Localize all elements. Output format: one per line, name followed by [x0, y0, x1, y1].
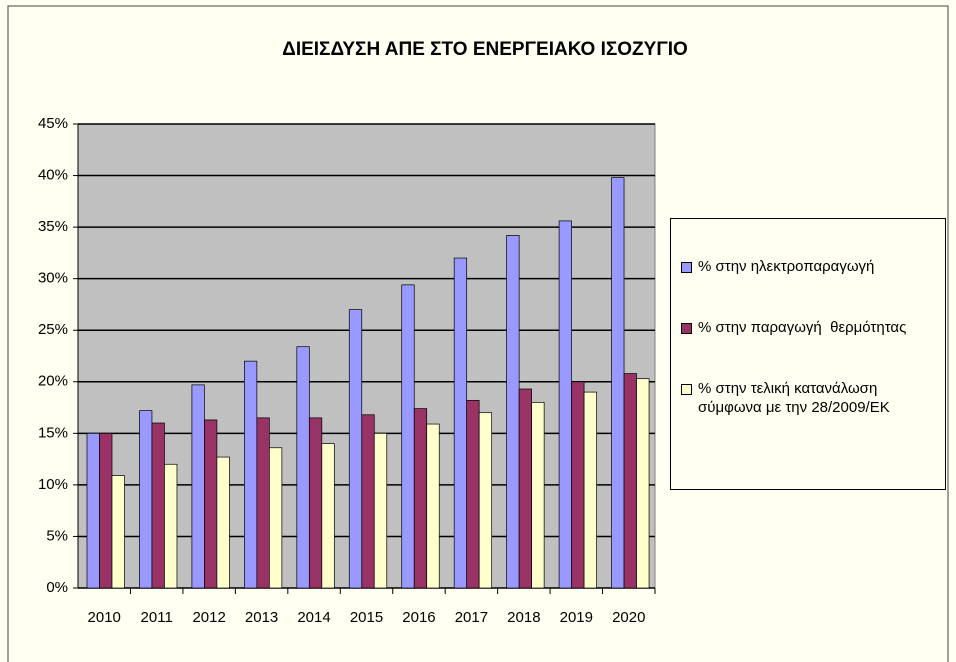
bar — [216, 456, 230, 589]
x-tick-label: 2016 — [402, 609, 435, 626]
x-tick-label: 2012 — [192, 609, 225, 626]
y-tick-label: 10% — [38, 476, 68, 493]
y-tick-label: 30% — [38, 270, 68, 287]
bar — [348, 309, 363, 589]
legend-entry: % στην ηλεκτροπαραγωγή — [681, 257, 937, 276]
bar — [244, 360, 258, 589]
bar — [151, 422, 165, 589]
x-tick-label: 2018 — [507, 609, 540, 626]
bar — [164, 463, 178, 589]
bar — [583, 391, 597, 589]
bar — [466, 399, 480, 589]
y-tick-label: 0% — [46, 579, 68, 596]
y-tick-label: 20% — [38, 373, 68, 390]
bar — [531, 402, 545, 589]
frame — [7, 5, 949, 662]
bar — [611, 177, 625, 589]
y-tick-label: 25% — [38, 321, 68, 338]
bar — [373, 432, 388, 589]
legend: % στην ηλεκτροπαραγωγή % στην παραγωγή θε… — [670, 218, 946, 490]
y-tick-label: 5% — [46, 527, 68, 544]
bar — [636, 378, 650, 589]
bar — [191, 384, 205, 589]
bar — [453, 257, 468, 589]
x-tick-label: 2020 — [612, 609, 645, 626]
bar — [111, 475, 125, 589]
bar — [401, 284, 415, 589]
y-tick-label: 35% — [38, 218, 68, 235]
bar — [413, 408, 428, 589]
bar — [296, 346, 310, 589]
bar — [518, 388, 532, 589]
legend-label: % στην ηλεκτροπαραγωγή — [698, 258, 875, 275]
legend-entry: % στην παραγωγή θερμότητας — [681, 318, 937, 337]
bar — [558, 220, 572, 589]
legend-label: % στην παραγωγή θερμότητας — [698, 319, 907, 336]
bar — [623, 373, 637, 589]
bar — [506, 235, 520, 589]
bar — [478, 412, 493, 589]
x-tick-label: 2017 — [455, 609, 488, 626]
bar — [139, 410, 153, 589]
x-tick-label: 2011 — [141, 609, 173, 626]
bar — [571, 381, 585, 589]
bar — [361, 414, 375, 589]
bar — [269, 447, 283, 589]
x-tick-label: 2010 — [88, 609, 121, 626]
bar — [308, 417, 323, 589]
y-tick-label: 45% — [38, 115, 68, 132]
legend-swatch — [681, 262, 692, 273]
x-tick-label: 2013 — [245, 609, 278, 626]
legend-swatch — [681, 384, 692, 395]
legend-entry: % στην τελική κατανάλωση σύμφωνα με την … — [681, 379, 937, 417]
x-tick-label: 2019 — [560, 609, 593, 626]
bar — [99, 432, 113, 589]
x-tick-label: 2014 — [297, 609, 330, 626]
bar — [256, 417, 270, 589]
x-tick-label: 2015 — [350, 609, 383, 626]
y-tick-label: 40% — [38, 167, 68, 184]
bar — [86, 432, 100, 589]
bar — [204, 419, 218, 589]
bar — [321, 443, 335, 589]
bar — [426, 423, 440, 589]
chart-title: ΔΙΕΙΣΔΥΣΗ ΑΠΕ ΣΤΟ ΕΝΕΡΓΕΙΑΚΟ ΙΣΟΖΥΓΙΟ — [282, 39, 688, 60]
legend-label: % στην τελική κατανάλωση σύμφωνα με την … — [698, 380, 890, 416]
y-tick-label: 15% — [38, 424, 68, 441]
legend-swatch — [681, 323, 692, 334]
